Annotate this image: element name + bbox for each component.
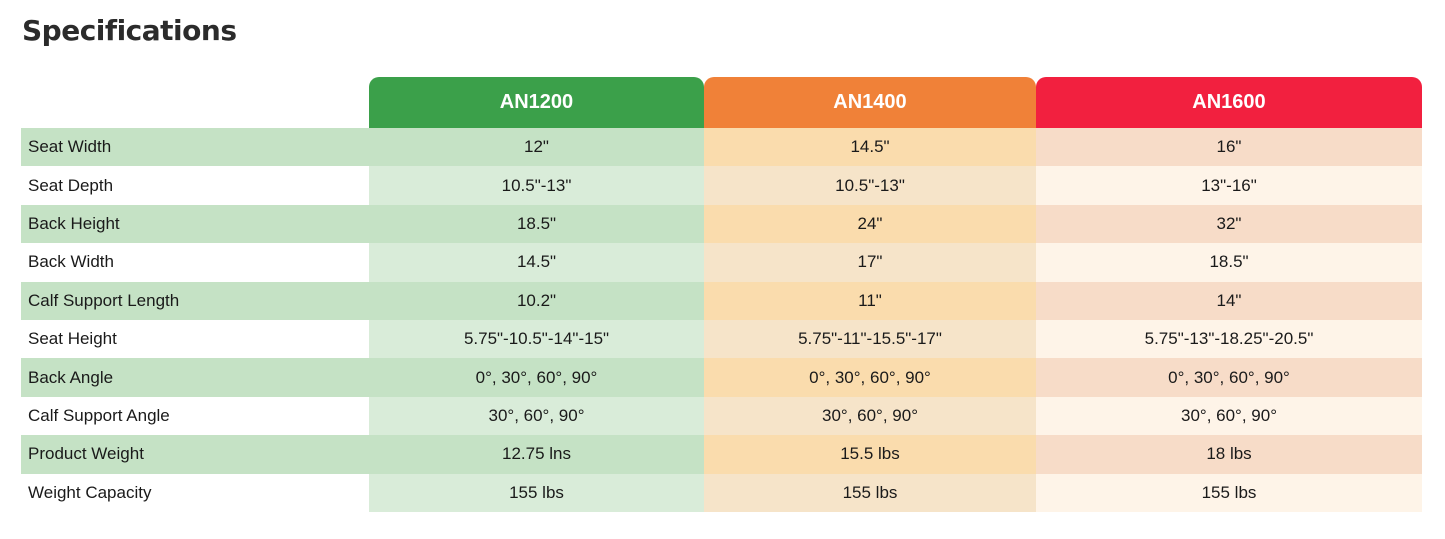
spec-value: 18 lbs: [1036, 435, 1422, 474]
spec-label: Calf Support Angle: [21, 396, 369, 436]
spec-value: 14.5": [704, 128, 1036, 167]
spec-value: 17": [704, 243, 1036, 282]
spec-label: Back Width: [21, 243, 369, 282]
spec-value: 0°, 30°, 60°, 90°: [704, 358, 1036, 397]
spec-value: 14": [1036, 281, 1422, 320]
spec-label: Product Weight: [21, 435, 369, 474]
spec-row: Back Height 18.5" 24" 32": [21, 204, 1422, 244]
spec-value: 10.5"-13": [704, 166, 1036, 205]
spec-row: Calf Support Angle 30°, 60°, 90° 30°, 60°,…: [21, 396, 1422, 436]
spec-value: 12": [369, 128, 704, 167]
table-body: Seat Width 12" 14.5" 16" Seat Depth 10.5"-13"…: [21, 128, 1422, 512]
column-header: AN1400: [704, 77, 1036, 128]
spec-row: Back Angle 0°, 30°, 60°, 90° 0°, 30°, 60°,…: [21, 358, 1422, 397]
spec-label: Calf Support Length: [21, 281, 369, 320]
spec-value: 155 lbs: [704, 473, 1036, 512]
spec-row: Product Weight 12.75 lns 15.5 lbs 18 lbs: [21, 435, 1422, 474]
spec-value: 5.75"-11"-15.5"-17": [704, 319, 1036, 359]
spec-value: 155 lbs: [1036, 473, 1422, 512]
spec-value: 16": [1036, 128, 1422, 167]
spec-value: 15.5 lbs: [704, 435, 1036, 474]
spec-value: 12.75 lns: [369, 435, 704, 474]
spec-value: 14.5": [369, 243, 704, 282]
spec-table: AN1200 AN1400 AN1600 Seat Width 12" 14.5" 16"…: [21, 77, 1422, 512]
spec-row: Seat Depth 10.5"-13" 10.5"-13" 13"-16": [21, 166, 1422, 205]
header-row: AN1200 AN1400 AN1600: [21, 77, 1422, 128]
spec-row: Seat Width 12" 14.5" 16": [21, 128, 1422, 167]
spec-row: Calf Support Length 10.2" 11" 14": [21, 281, 1422, 320]
blank-header: [21, 77, 369, 128]
spec-value: 30°, 60°, 90°: [1036, 396, 1422, 436]
spec-value: 24": [704, 204, 1036, 244]
spec-value: 18.5": [1036, 243, 1422, 282]
spec-value: 10.2": [369, 281, 704, 320]
spec-label: Back Height: [21, 204, 369, 244]
spec-value: 5.75"-10.5"-14"-15": [369, 319, 704, 359]
spec-row: Seat Height 5.75"-10.5"-14"-15" 5.75"-11"-…: [21, 319, 1422, 359]
spec-value: 5.75"-13"-18.25"-20.5": [1036, 319, 1422, 359]
spec-value: 32": [1036, 204, 1422, 244]
spec-label: Seat Height: [21, 319, 369, 359]
spec-value: 18.5": [369, 204, 704, 244]
spec-row: Back Width 14.5" 17" 18.5": [21, 243, 1422, 282]
spec-value: 10.5"-13": [369, 166, 704, 205]
column-header: AN1200: [369, 77, 704, 128]
spec-label: Back Angle: [21, 358, 369, 397]
spec-value: 0°, 30°, 60°, 90°: [1036, 358, 1422, 397]
column-header: AN1600: [1036, 77, 1422, 128]
spec-value: 0°, 30°, 60°, 90°: [369, 358, 704, 397]
spec-value: 155 lbs: [369, 473, 704, 512]
spec-value: 13"-16": [1036, 166, 1422, 205]
spec-label: Seat Depth: [21, 166, 369, 205]
spec-row: Weight Capacity 155 lbs 155 lbs 155 lbs: [21, 473, 1422, 512]
title: Specifications: [22, 14, 237, 47]
spec-value: 30°, 60°, 90°: [704, 396, 1036, 436]
spec-label: Seat Width: [21, 128, 369, 167]
spec-label: Weight Capacity: [21, 473, 369, 512]
spec-value: 11": [704, 281, 1036, 320]
spec-value: 30°, 60°, 90°: [369, 396, 704, 436]
